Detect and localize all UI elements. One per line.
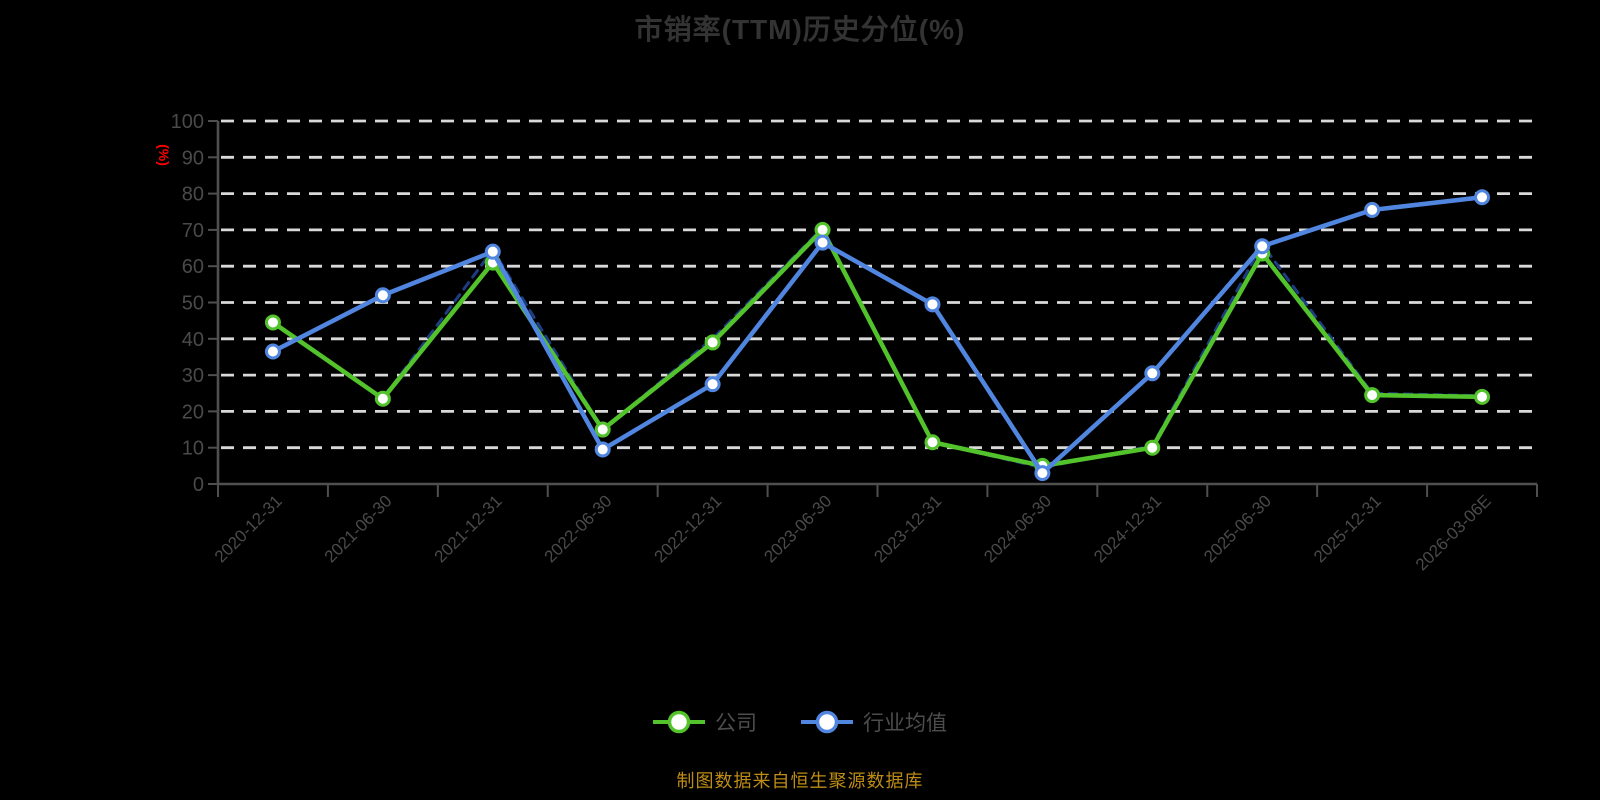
- series-line-dashed_underlay_partially_hidden: [271, 226, 1484, 470]
- data-point-marker: [264, 314, 281, 331]
- x-axis-date-label: 2023-06-30: [760, 491, 835, 566]
- legend-item-company[interactable]: 公司: [653, 707, 757, 737]
- data-point-marker: [924, 434, 941, 451]
- y-axis-tick-label: 30: [182, 365, 204, 387]
- data-point-marker: [924, 296, 941, 313]
- data-point-marker: [814, 234, 831, 251]
- y-axis-tick-label: 0: [193, 474, 204, 496]
- x-axis-date-label: 2024-06-30: [980, 491, 1055, 566]
- y-axis-tick-label: 70: [182, 220, 204, 242]
- data-point-marker: [1034, 465, 1051, 482]
- data-point-marker: [1474, 189, 1491, 206]
- x-axis-date-label: 2026-03-06E: [1412, 491, 1495, 574]
- x-axis-date-label: 2024-12-31: [1090, 491, 1165, 566]
- data-point-marker: [484, 243, 501, 260]
- legend-line-marker-icon: [653, 710, 705, 734]
- data-point-marker: [704, 334, 721, 351]
- y-axis-tick-label: 100: [171, 111, 204, 133]
- x-axis-date-label: 2023-12-31: [870, 491, 945, 566]
- data-point-marker: [1144, 365, 1161, 382]
- legend-label: 行业均值: [863, 712, 947, 735]
- y-axis-tick-label: 80: [182, 184, 204, 206]
- y-axis-tick-label: 60: [182, 256, 204, 278]
- data-source-note: 制图数据来自恒生聚源数据库: [676, 771, 924, 791]
- data-point-marker: [1364, 201, 1381, 218]
- y-axis-tick-label: 10: [182, 438, 204, 460]
- data-point-marker: [264, 343, 281, 360]
- series-line-行业均值: [270, 194, 1485, 476]
- x-axis-date-label: 2020-12-31: [211, 491, 286, 566]
- y-axis-tick-label: 40: [182, 329, 204, 351]
- data-point-marker: [814, 221, 831, 238]
- data-point-marker: [374, 390, 391, 407]
- chart-legend: 公司 行业均值: [0, 701, 1600, 743]
- x-axis-date-label: 2021-06-30: [321, 491, 396, 566]
- x-axis-date-label: 2025-06-30: [1200, 491, 1275, 566]
- data-point-marker: [1474, 388, 1491, 405]
- legend-item-industry-mean[interactable]: 行业均值: [801, 707, 947, 737]
- y-axis-tick-label: 20: [182, 401, 204, 423]
- data-point-marker: [704, 376, 721, 393]
- data-point-marker: [594, 421, 611, 438]
- x-axis-date-label: 2025-12-31: [1310, 491, 1385, 566]
- x-axis-date-label: 2022-12-31: [651, 491, 726, 566]
- x-axis-date-label: 2022-06-30: [541, 491, 616, 566]
- x-axis-date-label: 2021-12-31: [431, 491, 506, 566]
- data-point-marker: [1144, 439, 1161, 456]
- legend-label: 公司: [715, 712, 757, 735]
- chart-title: 市销率(TTM)历史分位(%): [634, 14, 966, 45]
- legend-line-marker-icon: [801, 710, 853, 734]
- data-point-marker: [374, 287, 391, 304]
- data-point-marker: [1254, 238, 1271, 255]
- data-point-marker: [594, 441, 611, 458]
- data-point-marker: [1364, 387, 1381, 404]
- series-line-公司: [270, 227, 1485, 469]
- y-axis-tick-label: 50: [182, 293, 204, 315]
- y-axis-tick-label: 90: [182, 147, 204, 169]
